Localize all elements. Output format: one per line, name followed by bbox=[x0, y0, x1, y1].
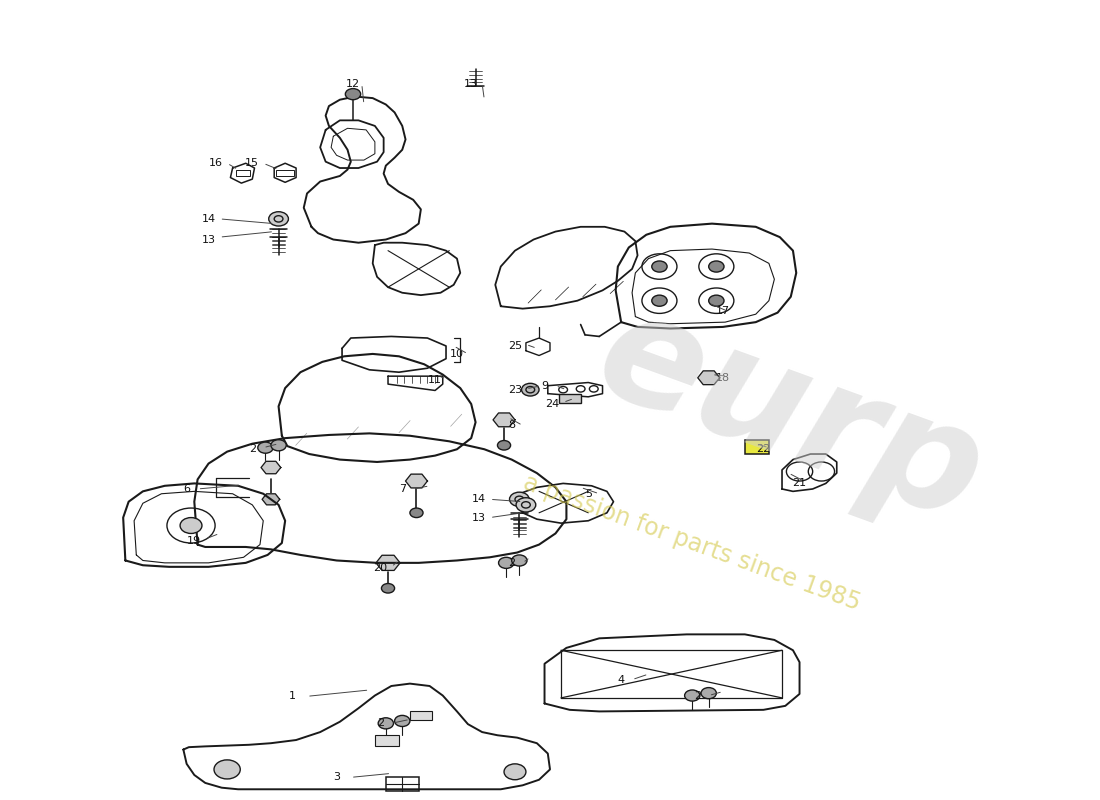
Circle shape bbox=[652, 261, 667, 272]
Text: 23: 23 bbox=[508, 386, 522, 395]
Polygon shape bbox=[262, 494, 279, 505]
Circle shape bbox=[214, 760, 240, 779]
Circle shape bbox=[497, 441, 510, 450]
Text: 1: 1 bbox=[289, 691, 296, 702]
Circle shape bbox=[378, 718, 394, 729]
Text: 15: 15 bbox=[245, 158, 260, 168]
Text: 22: 22 bbox=[757, 444, 770, 454]
Polygon shape bbox=[376, 555, 400, 570]
Text: 2: 2 bbox=[249, 444, 256, 454]
Text: 6: 6 bbox=[183, 484, 190, 494]
Text: eurp: eurp bbox=[579, 278, 1003, 554]
Text: 3: 3 bbox=[333, 772, 340, 782]
Polygon shape bbox=[493, 413, 515, 426]
Circle shape bbox=[345, 89, 361, 100]
Text: 13: 13 bbox=[464, 79, 478, 89]
Text: 9: 9 bbox=[541, 381, 548, 390]
Text: 10: 10 bbox=[450, 349, 464, 359]
Text: 20: 20 bbox=[373, 563, 387, 574]
Circle shape bbox=[708, 261, 724, 272]
Bar bbox=[375, 735, 399, 746]
Circle shape bbox=[509, 492, 529, 506]
Circle shape bbox=[504, 764, 526, 780]
Text: 21: 21 bbox=[792, 478, 806, 489]
Text: 14: 14 bbox=[472, 494, 486, 504]
Circle shape bbox=[684, 690, 700, 701]
Text: 14: 14 bbox=[201, 214, 216, 224]
Polygon shape bbox=[406, 474, 428, 488]
Text: 13: 13 bbox=[472, 513, 486, 522]
Bar bbox=[559, 394, 581, 403]
Circle shape bbox=[382, 583, 395, 593]
Bar bbox=[276, 170, 294, 176]
Text: 2: 2 bbox=[694, 690, 702, 701]
Circle shape bbox=[521, 383, 539, 396]
Circle shape bbox=[516, 498, 536, 512]
Text: 17: 17 bbox=[716, 306, 730, 316]
Circle shape bbox=[652, 295, 667, 306]
Polygon shape bbox=[697, 371, 719, 385]
Circle shape bbox=[257, 442, 273, 454]
Circle shape bbox=[395, 715, 410, 726]
Circle shape bbox=[180, 518, 202, 534]
Circle shape bbox=[410, 508, 424, 518]
Text: 11: 11 bbox=[428, 375, 442, 385]
Circle shape bbox=[708, 295, 724, 306]
Text: 7: 7 bbox=[398, 484, 406, 494]
Bar bbox=[745, 440, 769, 454]
Text: 4: 4 bbox=[617, 674, 625, 685]
Text: 8: 8 bbox=[508, 421, 515, 430]
Text: 12: 12 bbox=[345, 79, 360, 89]
Bar bbox=[410, 711, 432, 720]
Text: 19: 19 bbox=[187, 537, 201, 546]
Text: a passion for parts since 1985: a passion for parts since 1985 bbox=[520, 470, 865, 615]
Polygon shape bbox=[261, 462, 280, 474]
Circle shape bbox=[498, 558, 514, 569]
Text: 2: 2 bbox=[508, 558, 515, 568]
Circle shape bbox=[271, 440, 286, 451]
Circle shape bbox=[512, 555, 527, 566]
Text: 24: 24 bbox=[546, 399, 559, 409]
Bar bbox=[235, 170, 250, 176]
Text: 16: 16 bbox=[209, 158, 223, 168]
Text: 13: 13 bbox=[201, 234, 216, 245]
Circle shape bbox=[701, 687, 716, 698]
Text: 25: 25 bbox=[508, 341, 522, 351]
Text: 2: 2 bbox=[377, 718, 384, 728]
Circle shape bbox=[268, 212, 288, 226]
Bar bbox=[386, 777, 419, 791]
Text: 18: 18 bbox=[716, 373, 730, 382]
Text: 5: 5 bbox=[585, 489, 592, 498]
